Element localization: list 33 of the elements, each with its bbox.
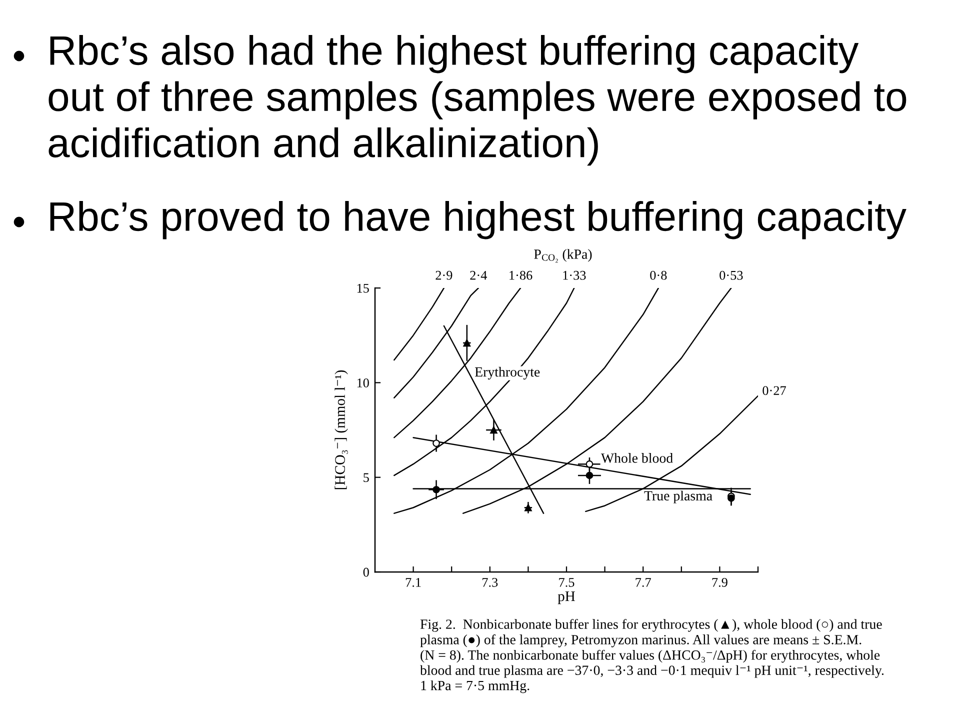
point [463,339,471,347]
x-tick-label: 7.3 [482,578,498,587]
line-series [394,288,445,361]
annotation: Whole blood [600,453,673,463]
point [524,504,532,512]
text: P$_{CO₂}$ (kPa) [534,249,592,263]
point [432,486,440,494]
y-axis-title: [HCO₃⁻] (mmol l⁻¹) [334,370,348,490]
series-label: 0·8 [650,270,667,280]
y-tick-label: 15 [357,284,369,293]
series-label: 2·4 [470,270,487,280]
x-tick-label: 7.9 [712,578,728,587]
annotation: True plasma [644,490,712,504]
series-label: 2·9 [436,270,452,280]
x-tick-label: 7.5 [559,578,574,587]
series-label: 0·53 [720,270,743,280]
y-tick-label: 5 [364,473,369,482]
series-label: 1·33 [563,270,586,280]
text: Rbc’s also had the highest buffering capacity out of three samples (samples were exposed to acidification and alkalinization) [48,35,906,166]
point [432,440,440,447]
x-tick-label: 7.1 [406,578,421,587]
point [586,472,594,480]
point [490,426,498,434]
caption: Fig. 2. Nonbicarbonate buffer lines for erythrocytes (▲), whole blood (○) and true plasma (●) of the lamprey, Petromyzon marinus. All values are means ± S.E.M. (N = 8). The nonbicarbonate buffer values (ΔHCO₃⁻/ΔpH) for erythrocytes, whole blood and true plasma are −37·0, −3·3 and −0·1 mequiv l⁻¹ pH unit⁻¹, respectively. 1 kPa = 7·5 mmHg. [420,619,884,694]
x-tick-label: 7.7 [636,578,651,587]
point [586,460,594,468]
y-tick-label: 0 [363,568,369,577]
series-label: 0·27 [762,386,786,396]
x-axis-title: pH [558,591,575,604]
annotation: Erythrocyte [474,366,540,380]
text: Rbc’s proved to have highest buffering capacity [50,201,906,240]
y-tick-label: 10 [357,378,369,388]
series-label: 1·86 [510,270,532,280]
